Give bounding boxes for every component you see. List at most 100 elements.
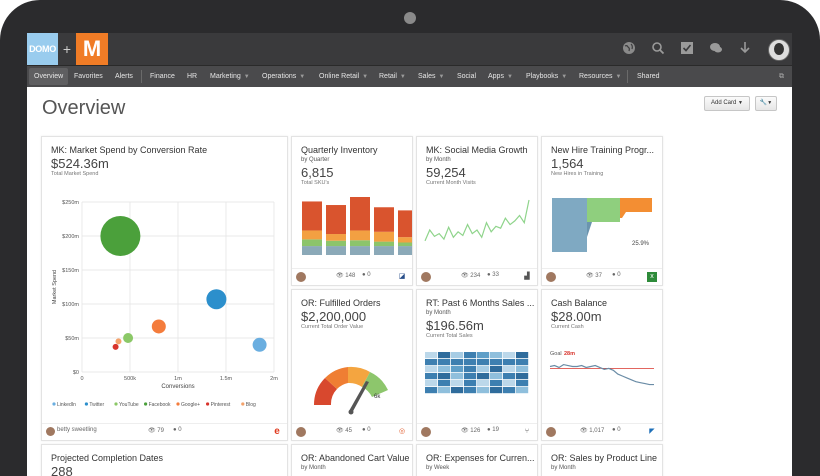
bar-segment[interactable] (398, 246, 412, 255)
nav-item-hr[interactable]: HR (187, 73, 198, 80)
card-past-sales[interactable]: RT: Past 6 Months Sales ... by Month $19… (416, 289, 538, 441)
bar-segment[interactable] (398, 242, 412, 247)
series-line[interactable] (424, 199, 530, 242)
heatmap-cell[interactable] (464, 373, 477, 380)
heatmap-cell[interactable] (438, 366, 451, 373)
chat-icon[interactable] (708, 41, 724, 57)
bar-segment[interactable] (350, 230, 370, 241)
bar-segment[interactable] (326, 240, 346, 247)
nav-item-apps[interactable]: Apps ▼ (488, 73, 513, 80)
heatmap-cell[interactable] (490, 373, 503, 380)
heatmap-cell[interactable] (438, 373, 451, 380)
bar-segment[interactable] (374, 246, 394, 255)
bar-segment[interactable] (374, 231, 394, 242)
heatmap-cell[interactable] (490, 387, 503, 394)
bar-segment[interactable] (398, 210, 412, 238)
heatmap-cell[interactable] (451, 352, 464, 359)
heatmap-cell[interactable] (503, 373, 516, 380)
heatmap-cell[interactable] (425, 373, 438, 380)
heatmap-cell[interactable] (464, 387, 477, 394)
nav-item-retail[interactable]: Retail ▼ (379, 73, 406, 80)
nav-item-social[interactable]: Social (457, 73, 477, 80)
bar-segment[interactable] (326, 205, 346, 235)
card-new-hire[interactable]: New Hire Training Progr... 1,564 New Hir… (541, 136, 663, 286)
heatmap-cell[interactable] (425, 352, 438, 359)
nav-item-playbooks[interactable]: Playbooks ▼ (526, 73, 568, 80)
bar-segment[interactable] (374, 207, 394, 232)
heatmap-cell[interactable] (477, 366, 490, 373)
heatmap-cell[interactable] (464, 366, 477, 373)
scatter-point[interactable] (100, 216, 141, 256)
heatmap-cell[interactable] (425, 359, 438, 366)
scatter-point[interactable] (123, 333, 134, 343)
globe-icon[interactable] (621, 41, 637, 57)
heatmap-cell[interactable] (503, 359, 516, 366)
nav-item-sales[interactable]: Sales ▼ (418, 73, 445, 80)
heatmap-cell[interactable] (490, 352, 503, 359)
card-sales-product-line[interactable]: OR: Sales by Product Line by Month (541, 444, 663, 476)
search-icon[interactable] (650, 41, 666, 57)
heatmap-cell[interactable] (438, 380, 451, 387)
bar-segment[interactable] (350, 197, 370, 231)
heatmap-cell[interactable] (425, 366, 438, 373)
tasks-icon[interactable] (679, 41, 695, 57)
bar-segment[interactable] (302, 201, 322, 231)
bar-segment[interactable] (302, 246, 322, 255)
heatmap-cell[interactable] (451, 366, 464, 373)
nav-item-favorites[interactable]: Favorites (74, 73, 103, 80)
add-card-button[interactable]: Add Card ▼ (704, 96, 750, 111)
scatter-point[interactable] (206, 289, 227, 310)
domo-logo[interactable]: DOMO (27, 33, 58, 65)
heatmap-cell[interactable] (516, 373, 529, 380)
card-market-spend[interactable]: MK: Market Spend by Conversion Rate $524… (41, 136, 288, 441)
heatmap-cell[interactable] (464, 352, 477, 359)
bar-segment[interactable] (350, 246, 370, 255)
scatter-point[interactable] (252, 337, 267, 352)
scatter-point[interactable] (115, 338, 122, 345)
heatmap-cell[interactable] (503, 352, 516, 359)
heatmap-cell[interactable] (451, 373, 464, 380)
heatmap-cell[interactable] (516, 359, 529, 366)
dataflow-icon[interactable]: ⑂ (524, 428, 530, 435)
card-abandoned-cart[interactable]: OR: Abandoned Cart Value by Month (291, 444, 413, 476)
heatmap-cell[interactable] (490, 359, 503, 366)
heatmap-cell[interactable] (451, 387, 464, 394)
card-cash-balance[interactable]: Cash Balance $28.00m Current Cash Goal 2… (541, 289, 663, 441)
bar-segment[interactable] (302, 239, 322, 247)
heatmap-cell[interactable] (516, 352, 529, 359)
partner-logo[interactable]: M (76, 33, 108, 65)
bar-segment[interactable] (398, 237, 412, 243)
window-icon[interactable]: ⧉ (779, 73, 784, 80)
heatmap-cell[interactable] (503, 380, 516, 387)
heatmap-cell[interactable] (477, 373, 490, 380)
bar-segment[interactable] (350, 240, 370, 247)
source-icon[interactable]: ◤ (649, 428, 655, 435)
heatmap-cell[interactable] (464, 359, 477, 366)
nav-item-resources[interactable]: Resources ▼ (579, 73, 622, 80)
source-icon[interactable]: ◪ (398, 273, 406, 280)
heatmap-cell[interactable] (477, 380, 490, 387)
heatmap-cell[interactable] (438, 352, 451, 359)
source-icon[interactable]: ◎ (398, 428, 406, 435)
nav-item-finance[interactable]: Finance (150, 73, 175, 80)
scatter-point[interactable] (151, 319, 166, 334)
card-expenses[interactable]: OR: Expenses for Curren... by Week (416, 444, 538, 476)
heatmap-cell[interactable] (516, 366, 529, 373)
heatmap-cell[interactable] (451, 359, 464, 366)
heatmap-cell[interactable] (516, 380, 529, 387)
heatmap-cell[interactable] (438, 359, 451, 366)
wrench-menu-button[interactable]: 🔧▼ (755, 96, 777, 111)
excel-icon[interactable]: x (647, 272, 657, 282)
heatmap-cell[interactable] (451, 380, 464, 387)
nav-item-marketing[interactable]: Marketing ▼ (210, 73, 250, 80)
heatmap-cell[interactable] (438, 387, 451, 394)
heatmap-cell[interactable] (490, 366, 503, 373)
scatter-point[interactable] (112, 343, 119, 350)
heatmap-cell[interactable] (516, 387, 529, 394)
bar-segment[interactable] (374, 241, 394, 247)
bar-segment[interactable] (326, 246, 346, 255)
heatmap-cell[interactable] (464, 380, 477, 387)
nav-item-operations[interactable]: Operations ▼ (262, 73, 306, 80)
heatmap-cell[interactable] (425, 387, 438, 394)
nav-item-shared[interactable]: Shared (637, 73, 660, 80)
